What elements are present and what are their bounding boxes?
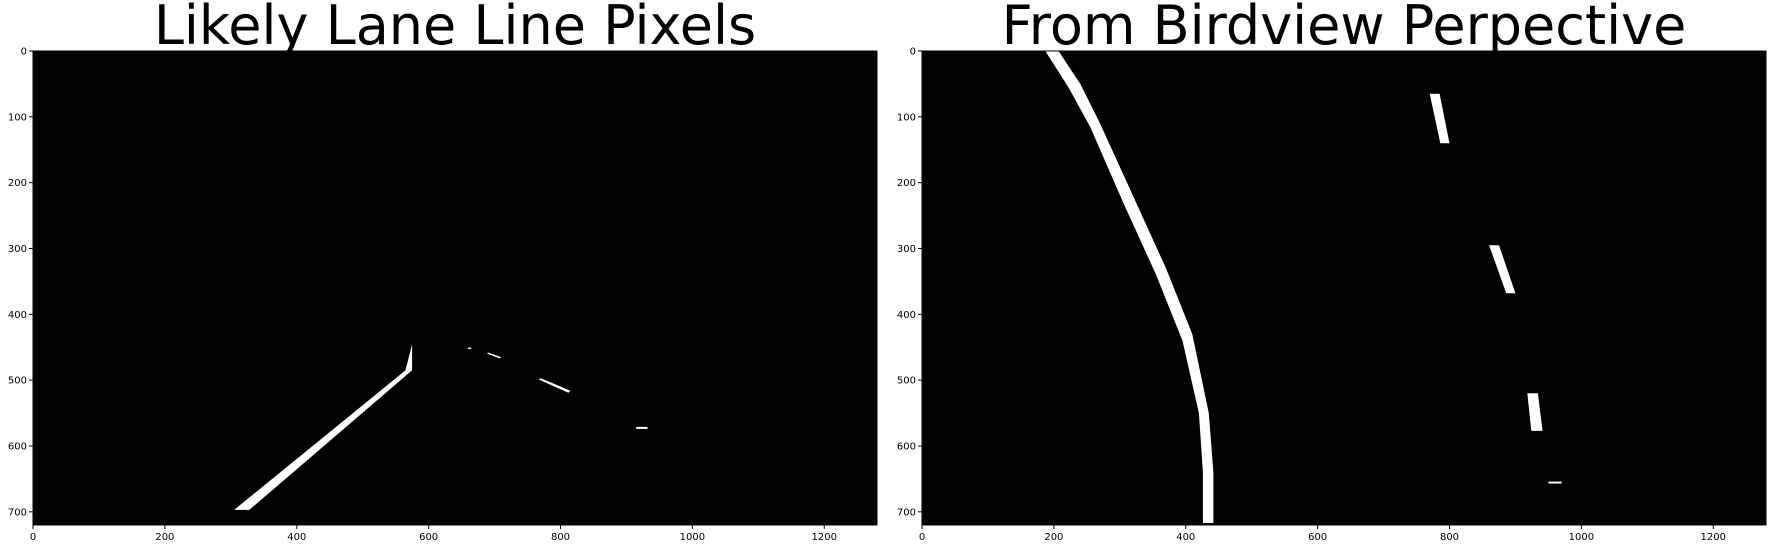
panel-right: From Birdview Perpective 0 200 400 600 800 100… bbox=[897, 0, 1766, 543]
x-tick-label: 0 bbox=[30, 532, 36, 543]
y-tick-label: 0 bbox=[21, 47, 27, 58]
y-tick-label: 200 bbox=[8, 178, 27, 189]
panel-right-title: From Birdview Perpective bbox=[1002, 0, 1687, 57]
right-lane-segment-4 bbox=[636, 427, 647, 429]
panel-left-title: Likely Lane Line Pixels bbox=[154, 0, 756, 57]
x-tick-label: 1000 bbox=[680, 532, 705, 543]
x-tick-label: 1200 bbox=[812, 532, 837, 543]
x-tick-label: 600 bbox=[1308, 532, 1327, 543]
y-tick-label: 500 bbox=[8, 376, 27, 387]
y-tick-label: 600 bbox=[897, 442, 916, 453]
y-tick-label: 700 bbox=[8, 507, 27, 518]
x-tick-label: 200 bbox=[155, 532, 174, 543]
y-tick-label: 600 bbox=[8, 442, 27, 453]
y-tick-label: 400 bbox=[897, 310, 916, 321]
right-lane-dash-4 bbox=[1548, 482, 1561, 484]
x-tick-label: 1000 bbox=[1569, 532, 1594, 543]
y-tick-label: 300 bbox=[8, 244, 27, 255]
x-tick-label: 800 bbox=[1440, 532, 1459, 543]
y-tick-label: 500 bbox=[897, 376, 916, 387]
y-tick-label: 200 bbox=[897, 178, 916, 189]
y-tick-label: 100 bbox=[897, 112, 916, 123]
x-tick-label: 600 bbox=[419, 532, 438, 543]
x-tick-label: 200 bbox=[1044, 532, 1063, 543]
x-tick-label: 0 bbox=[919, 532, 925, 543]
x-tick-label: 400 bbox=[287, 532, 306, 543]
x-tick-label: 800 bbox=[551, 532, 570, 543]
y-tick-label: 100 bbox=[8, 112, 27, 123]
x-tick-label: 1200 bbox=[1701, 532, 1726, 543]
panel-left-image bbox=[33, 51, 877, 525]
y-tick-label: 300 bbox=[897, 244, 916, 255]
panel-right-image bbox=[922, 51, 1766, 525]
y-tick-label: 700 bbox=[897, 507, 916, 518]
y-tick-label: 400 bbox=[8, 310, 27, 321]
x-tick-label: 400 bbox=[1176, 532, 1195, 543]
y-tick-label: 0 bbox=[910, 47, 916, 58]
